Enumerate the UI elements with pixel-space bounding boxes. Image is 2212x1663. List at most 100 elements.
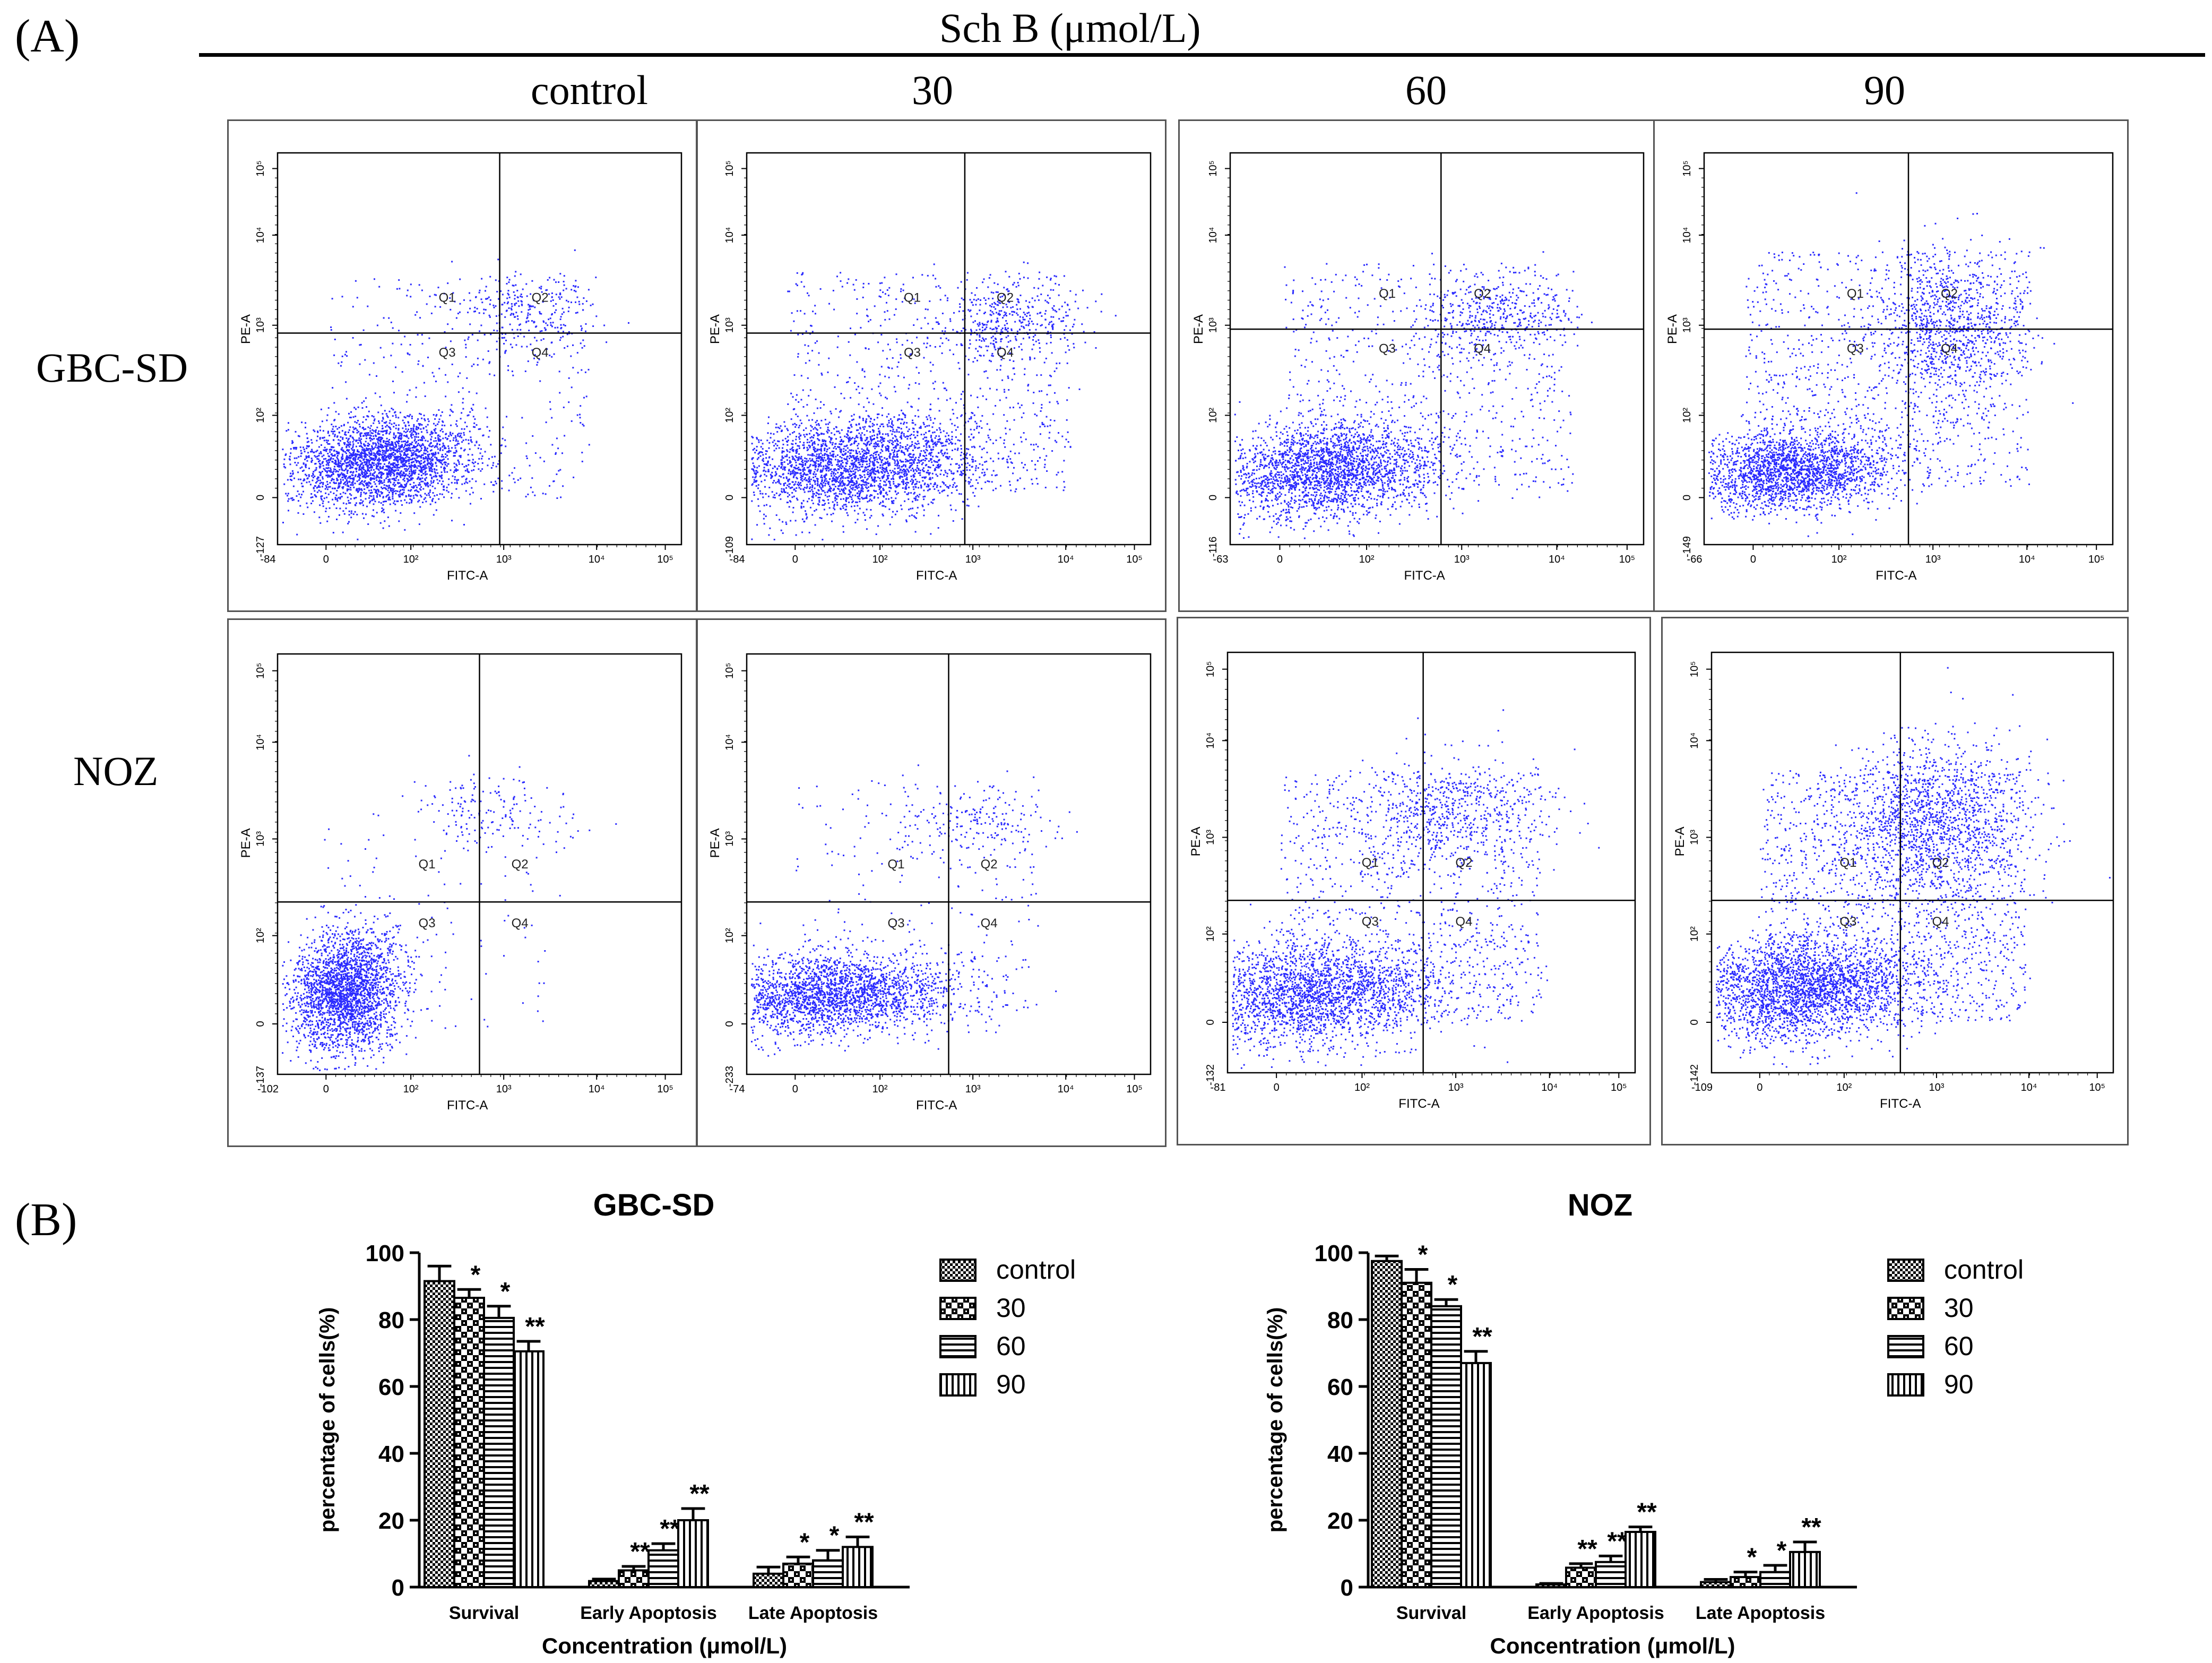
quadrant-label-q3: Q3 xyxy=(1362,915,1379,929)
y-min-label: -233 xyxy=(724,1066,736,1087)
bar-early-apoptosis-60 xyxy=(649,1550,678,1587)
x-tick-label: 0 xyxy=(323,1083,329,1095)
x-tick-label: 0 xyxy=(1750,554,1756,565)
y-axis-label: PE-A xyxy=(1191,314,1206,344)
event-dots xyxy=(1708,192,2073,537)
y-tick-label: 10⁵ xyxy=(255,662,266,679)
y-tick-label: 10² xyxy=(724,928,736,943)
y-axis-label: percentage of cells(%) xyxy=(316,1307,339,1533)
bar-survival-30 xyxy=(1402,1283,1431,1587)
chart-title: NOZ xyxy=(1568,1188,1632,1222)
x-tick-label: 10⁴ xyxy=(1541,1082,1558,1093)
y-axis-label: percentage of cells(%) xyxy=(1264,1307,1287,1533)
y-tick-label: 20 xyxy=(1327,1508,1353,1534)
bar-late-apoptosis-60 xyxy=(1760,1572,1790,1587)
bar-survival-90 xyxy=(1461,1363,1491,1587)
x-tick-label: 10² xyxy=(403,1083,419,1095)
quadrant-label-q3: Q3 xyxy=(419,916,436,930)
significance-marker: ** xyxy=(525,1313,545,1341)
bar-early-apoptosis-90 xyxy=(678,1520,708,1587)
y-tick-label: 10³ xyxy=(1689,830,1700,845)
x-axis-label: FITC-A xyxy=(447,1098,488,1113)
quadrant-label-q3: Q3 xyxy=(439,346,456,360)
x-tick-label: 10³ xyxy=(1925,554,1941,565)
y-axis-label: PE-A xyxy=(239,828,253,858)
x-tick-label: 10³ xyxy=(1448,1082,1464,1093)
quadrant-label-q1: Q1 xyxy=(888,857,905,872)
x-tick-label: 10⁴ xyxy=(1549,554,1565,565)
y-axis-label: PE-A xyxy=(708,828,722,858)
y-tick-label: 0 xyxy=(255,1021,266,1027)
x-tick-label: 10³ xyxy=(1454,554,1470,565)
x-tick-label: 10⁵ xyxy=(2088,554,2105,565)
x-category-label: Late Apoptosis xyxy=(1696,1603,1825,1623)
x-tick-label: 10⁵ xyxy=(2089,1082,2105,1093)
significance-marker: ** xyxy=(1607,1527,1627,1555)
x-tick-label: 0 xyxy=(1757,1082,1762,1093)
y-axis-label: PE-A xyxy=(1189,826,1203,856)
legend-swatch-control xyxy=(940,1260,975,1281)
quadrant-label-q4: Q4 xyxy=(981,916,998,930)
significance-marker: * xyxy=(471,1261,481,1289)
y-tick-label: 10⁵ xyxy=(1689,661,1700,677)
x-category-label: Survival xyxy=(449,1603,519,1623)
significance-marker: ** xyxy=(1577,1535,1597,1563)
y-tick-label: 10³ xyxy=(724,317,736,333)
x-tick-label: 10² xyxy=(403,554,419,565)
y-tick-label: 20 xyxy=(378,1508,404,1534)
quadrant-label-q1: Q1 xyxy=(439,290,456,305)
y-tick-label: 0 xyxy=(1341,1575,1353,1601)
y-tick-label: 0 xyxy=(1207,495,1219,501)
bar-early-apoptosis-30 xyxy=(619,1571,649,1588)
significance-marker: * xyxy=(500,1278,511,1306)
event-dots xyxy=(282,755,617,1071)
quadrant-label-q2: Q2 xyxy=(981,857,998,872)
significance-marker: ** xyxy=(689,1480,710,1508)
x-category-label: Late Apoptosis xyxy=(748,1603,878,1623)
quadrant-label-q2: Q2 xyxy=(997,290,1014,305)
bar-survival-control xyxy=(1372,1261,1402,1587)
y-tick-label: 10⁴ xyxy=(1689,733,1700,749)
legend-swatch-90 xyxy=(940,1374,975,1395)
event-dots xyxy=(1234,251,1593,539)
y-min-label: -127 xyxy=(255,536,266,557)
legend-swatch-90 xyxy=(1888,1374,1923,1395)
y-tick-label: 10² xyxy=(1689,926,1700,942)
y-tick-label: 10⁵ xyxy=(1681,160,1693,177)
y-tick-label: 10⁴ xyxy=(255,734,266,751)
column-header-60: 60 xyxy=(1405,66,1447,114)
quadrant-label-q3: Q3 xyxy=(1847,341,1864,356)
x-tick-label: 10⁴ xyxy=(1058,554,1074,565)
legend-label-30: 30 xyxy=(996,1293,1026,1323)
y-tick-label: 60 xyxy=(378,1374,404,1400)
x-tick-label: 10³ xyxy=(965,554,981,565)
x-tick-label: 10⁵ xyxy=(657,1083,673,1095)
legend-label-30: 30 xyxy=(1944,1293,1974,1323)
significance-marker: * xyxy=(1448,1271,1458,1299)
column-header-90: 90 xyxy=(1864,66,1905,114)
bar-early-apoptosis-control xyxy=(589,1581,619,1587)
y-tick-label: 10² xyxy=(724,408,736,423)
bar-late-apoptosis-90 xyxy=(1790,1552,1820,1587)
quadrant-label-q2: Q2 xyxy=(1932,856,1949,870)
x-tick-label: 10⁵ xyxy=(1619,554,1636,565)
quadrant-label-q4: Q4 xyxy=(1455,915,1472,929)
y-tick-label: 10² xyxy=(1681,408,1693,423)
legend-label-control: control xyxy=(996,1255,1076,1285)
y-tick-label: 10³ xyxy=(1207,317,1219,333)
y-min-label: -109 xyxy=(724,536,736,557)
